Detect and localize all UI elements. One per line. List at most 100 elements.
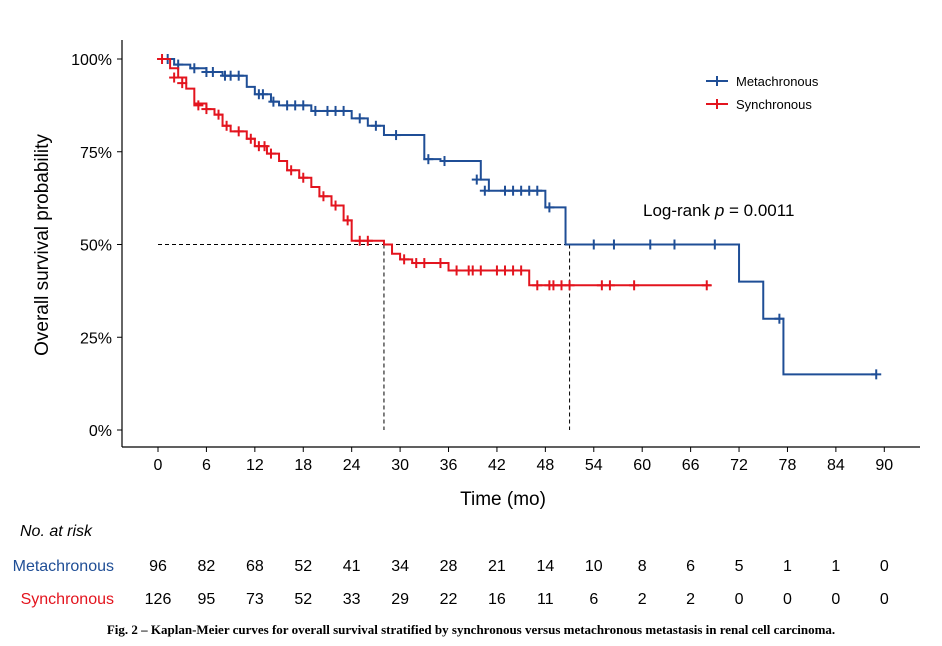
- metachronous-censor-mark: [479, 185, 490, 196]
- synchronous-censor-mark: [298, 172, 309, 183]
- metachronous-censor-mark: [354, 113, 365, 124]
- synchronous-censor-mark: [233, 126, 244, 137]
- risk-count-synchronous: 126: [145, 591, 172, 608]
- risk-count-metachronous: 82: [198, 558, 216, 575]
- risk-row-label-metachronous: Metachronous: [13, 558, 114, 575]
- legend-item-synchronous: Synchronous: [706, 97, 812, 112]
- y-tick-label: 0%: [89, 423, 112, 440]
- metachronous-censor-mark: [544, 202, 555, 213]
- metachronous-censor-mark: [471, 174, 482, 185]
- synchronous-censor-mark: [245, 133, 256, 144]
- x-tick-label: 90: [875, 457, 893, 474]
- synchronous-censor-mark: [604, 280, 615, 291]
- risk-table-title: No. at risk: [20, 523, 93, 540]
- risk-count-metachronous: 21: [488, 558, 506, 575]
- metachronous-censor-mark: [774, 313, 785, 324]
- synchronous-censor-mark: [629, 280, 640, 291]
- risk-count-synchronous: 11: [537, 591, 554, 608]
- x-tick-label: 0: [154, 457, 163, 474]
- risk-count-synchronous: 22: [440, 591, 458, 608]
- x-tick-label: 84: [827, 457, 845, 474]
- metachronous-censor-mark: [189, 63, 200, 74]
- metachronous-censor-mark: [439, 156, 450, 167]
- risk-count-synchronous: 0: [831, 591, 840, 608]
- y-tick-label: 50%: [80, 238, 112, 255]
- synchronous-censor-mark: [701, 280, 712, 291]
- x-tick-label: 72: [730, 457, 748, 474]
- synchronous-censor-mark: [318, 191, 329, 202]
- legend-label: Metachronous: [736, 74, 819, 89]
- synchronous-censor-mark: [330, 200, 341, 211]
- risk-count-synchronous: 73: [246, 591, 264, 608]
- risk-row-label-synchronous: Synchronous: [21, 591, 114, 608]
- risk-count-metachronous: 10: [585, 558, 603, 575]
- risk-count-synchronous: 0: [783, 591, 792, 608]
- metachronous-censor-mark: [298, 100, 309, 111]
- metachronous-censor-mark: [268, 96, 279, 107]
- x-tick-label: 66: [682, 457, 700, 474]
- metachronous-censor-mark: [588, 239, 599, 250]
- x-tick-label: 12: [246, 457, 264, 474]
- metachronous-censor-mark: [423, 154, 434, 165]
- synchronous-censor-mark: [435, 258, 446, 269]
- x-tick-label: 18: [294, 457, 312, 474]
- metachronous-curve: [158, 58, 877, 376]
- metachronous-censor-mark: [370, 120, 381, 131]
- synchronous-censor-mark: [475, 265, 486, 276]
- risk-count-synchronous: 16: [488, 591, 506, 608]
- risk-count-synchronous: 33: [343, 591, 361, 608]
- risk-count-metachronous: 5: [735, 558, 744, 575]
- y-tick-label: 25%: [80, 330, 112, 347]
- x-tick-label: 78: [779, 457, 797, 474]
- risk-count-metachronous: 68: [246, 558, 264, 575]
- synchronous-censor-mark: [286, 165, 297, 176]
- synchronous-censor-mark: [516, 265, 527, 276]
- risk-count-metachronous: 52: [294, 558, 312, 575]
- metachronous-censor-mark: [257, 89, 268, 100]
- risk-count-metachronous: 14: [536, 558, 554, 575]
- synchronous-censor-mark: [342, 215, 353, 226]
- risk-count-synchronous: 0: [880, 591, 889, 608]
- risk-count-metachronous: 0: [880, 558, 889, 575]
- synchronous-censor-mark: [201, 104, 212, 115]
- synchronous-censor-mark: [169, 72, 180, 83]
- x-tick-label: 48: [536, 457, 554, 474]
- figure-caption: Fig. 2 – Kaplan-Meier curves for overall…: [106, 622, 836, 637]
- risk-count-synchronous: 2: [686, 591, 695, 608]
- risk-count-synchronous: 6: [589, 591, 598, 608]
- survival-curves: [157, 54, 882, 380]
- x-axis-label: Time (mo): [460, 489, 546, 510]
- metachronous-censor-mark: [871, 369, 882, 380]
- risk-count-metachronous: 6: [686, 558, 695, 575]
- risk-count-synchronous: 52: [294, 591, 312, 608]
- risk-count-metachronous: 41: [343, 558, 361, 575]
- synchronous-censor-mark: [193, 100, 204, 111]
- x-tick-label: 36: [440, 457, 458, 474]
- metachronous-censor-mark: [709, 239, 720, 250]
- risk-count-metachronous: 34: [391, 558, 409, 575]
- synchronous-curve: [158, 58, 711, 287]
- metachronous-censor-mark: [669, 239, 680, 250]
- metachronous-censor-mark: [645, 239, 656, 250]
- y-tick-label: 75%: [80, 145, 112, 162]
- median-reference-lines: [158, 244, 571, 430]
- metachronous-censor-mark: [310, 105, 321, 116]
- synchronous-censor-mark: [177, 78, 188, 89]
- synchronous-censor-mark: [265, 148, 276, 159]
- synchronous-censor-mark: [362, 235, 373, 246]
- legend-item-metachronous: Metachronous: [706, 74, 819, 89]
- risk-count-metachronous: 96: [149, 558, 167, 575]
- risk-count-metachronous: 28: [440, 558, 458, 575]
- risk-count-synchronous: 0: [735, 591, 744, 608]
- synchronous-censor-mark: [399, 254, 410, 265]
- x-tick-label: 54: [585, 457, 603, 474]
- x-tick-label: 24: [343, 457, 361, 474]
- x-tick-label: 60: [633, 457, 651, 474]
- x-tick-label: 6: [202, 457, 211, 474]
- synchronous-censor-mark: [221, 120, 232, 131]
- synchronous-censor-mark: [213, 109, 224, 120]
- synchronous-censor-mark: [532, 280, 543, 291]
- synchronous-censor-mark: [419, 258, 430, 269]
- synchronous-censor-mark: [157, 54, 168, 64]
